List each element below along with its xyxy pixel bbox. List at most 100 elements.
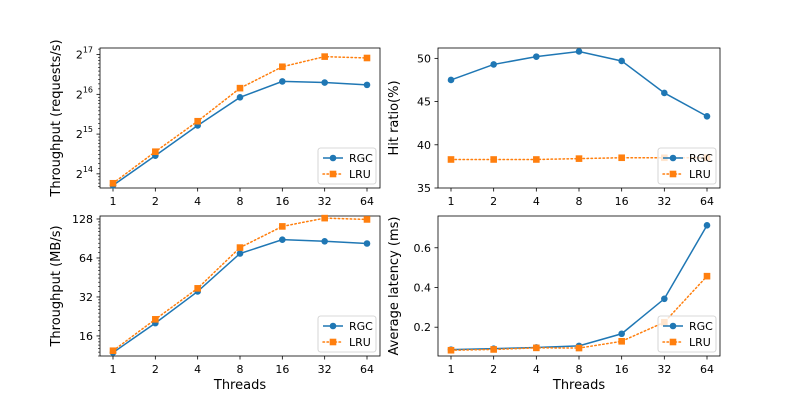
legend-marker-rgc	[329, 322, 337, 330]
legend-label-lru: LRU	[689, 168, 711, 181]
data-point-rgc	[618, 57, 625, 65]
data-point-lru	[321, 53, 328, 60]
y-tick-label: 32	[79, 291, 93, 304]
y-tick-label: 40	[417, 139, 431, 152]
y-axis-label: Average latency (ms)	[387, 217, 402, 356]
legend-marker-rgc	[329, 154, 337, 162]
legend-marker-lru	[329, 338, 337, 346]
x-tick-label: 1	[448, 195, 455, 208]
data-point-rgc	[321, 79, 328, 86]
data-point-rgc	[533, 53, 540, 60]
y-tick-label: 45	[417, 96, 431, 109]
data-point-lru	[321, 214, 328, 222]
x-tick-label: 64	[360, 363, 374, 376]
legend: RGC LRU	[657, 147, 717, 185]
data-point-lru	[152, 148, 159, 156]
x-tick-label: 16	[615, 363, 629, 376]
data-point-lru	[490, 346, 497, 353]
data-point-lru	[363, 216, 371, 223]
legend-label-rgc: RGC	[689, 152, 713, 165]
data-point-lru	[363, 54, 371, 62]
x-tick-label: 2	[490, 195, 497, 208]
data-point-rgc	[703, 222, 711, 229]
y-tick-label: 0.4	[414, 281, 432, 294]
hit-ratio-chart: 1 2 4 8 16 32 64 35 40 45 50 Hit ratio(%) RGC LRU	[387, 47, 721, 208]
legend-marker-rgc	[669, 154, 677, 162]
series-line-rgc	[450, 50, 708, 117]
data-point-rgc	[279, 236, 286, 243]
legend-label-rgc: RGC	[349, 152, 373, 165]
y-tick-exponent: 17	[83, 46, 93, 55]
legend-marker-lru	[329, 170, 337, 178]
x-tick-label: 8	[237, 195, 244, 208]
data-point-lru	[490, 156, 497, 163]
x-tick-label: 1	[110, 195, 117, 208]
legend-marker-rgc	[669, 322, 677, 330]
y-tick-label: 216	[76, 85, 93, 101]
x-tick-label: 4	[194, 195, 201, 208]
y-tick-exponent: 14	[83, 165, 93, 174]
data-point-rgc	[447, 76, 455, 84]
y-tick-base: 2	[76, 168, 83, 181]
legend-label-lru: LRU	[689, 336, 711, 349]
y-tick-label: 64	[79, 252, 93, 265]
x-tick-label: 32	[318, 363, 332, 376]
x-tick-label: 8	[576, 363, 583, 376]
legend-label-lru: LRU	[349, 336, 371, 349]
data-point-lru	[575, 344, 583, 352]
x-tick-label: 1	[448, 363, 455, 376]
x-tick-label: 4	[194, 363, 201, 376]
data-point-rgc	[575, 48, 583, 55]
legend: RGC LRU	[317, 315, 377, 353]
y-tick-base: 2	[76, 88, 83, 101]
data-point-lru	[533, 344, 540, 352]
throughput-mb-chart: 1 2 4 8 16 32 64 16 32 64 128 Throughput (MB/s) Thre…	[49, 213, 381, 393]
data-point-rgc	[703, 112, 711, 120]
x-axis-label: Threads	[213, 378, 266, 393]
data-point-rgc	[236, 250, 244, 257]
x-tick-label: 16	[275, 363, 289, 376]
data-point-rgc	[661, 295, 668, 303]
x-tick-label: 64	[360, 195, 374, 208]
y-axis-label: Throughput (requests/s)	[49, 39, 64, 197]
data-point-rgc	[363, 81, 371, 89]
data-point-lru	[703, 272, 711, 280]
data-point-lru	[236, 84, 244, 92]
legend-label-rgc: RGC	[689, 320, 713, 333]
x-tick-label: 4	[533, 195, 540, 208]
x-tick-label: 8	[576, 195, 583, 208]
x-tick-label: 16	[615, 195, 629, 208]
legend-marker-lru	[669, 170, 677, 178]
x-tick-label: 1	[110, 363, 117, 376]
x-tick-label: 4	[533, 363, 540, 376]
data-point-lru	[236, 244, 244, 251]
x-tick-label: 2	[152, 363, 159, 376]
data-point-lru	[533, 156, 540, 163]
data-point-lru	[279, 223, 286, 230]
y-tick-label: 128	[72, 213, 93, 226]
data-point-rgc	[618, 330, 625, 338]
data-point-lru	[618, 154, 625, 162]
y-axis-label: Hit ratio(%)	[387, 80, 402, 155]
data-point-lru	[109, 179, 117, 187]
x-tick-label: 64	[700, 195, 714, 208]
y-tick-label: 16	[79, 330, 93, 343]
data-point-lru	[152, 316, 159, 323]
data-point-lru	[575, 155, 583, 162]
y-tick-base: 2	[76, 128, 83, 141]
y-tick-label: 0.2	[414, 321, 432, 334]
data-point-rgc	[321, 237, 328, 245]
data-point-lru	[109, 347, 117, 355]
y-tick-label: 35	[417, 182, 431, 195]
y-tick-label: 214	[76, 165, 93, 181]
data-point-lru	[447, 156, 455, 163]
legend: RGC LRU	[317, 147, 377, 185]
x-tick-label: 32	[657, 195, 671, 208]
x-tick-label: 8	[237, 363, 244, 376]
x-axis-label: Threads	[552, 378, 605, 393]
legend-label-lru: LRU	[349, 168, 371, 181]
data-point-rgc	[279, 78, 286, 85]
y-tick-base: 2	[76, 49, 83, 62]
y-tick-exponent: 16	[83, 85, 93, 94]
x-tick-label: 64	[700, 363, 714, 376]
